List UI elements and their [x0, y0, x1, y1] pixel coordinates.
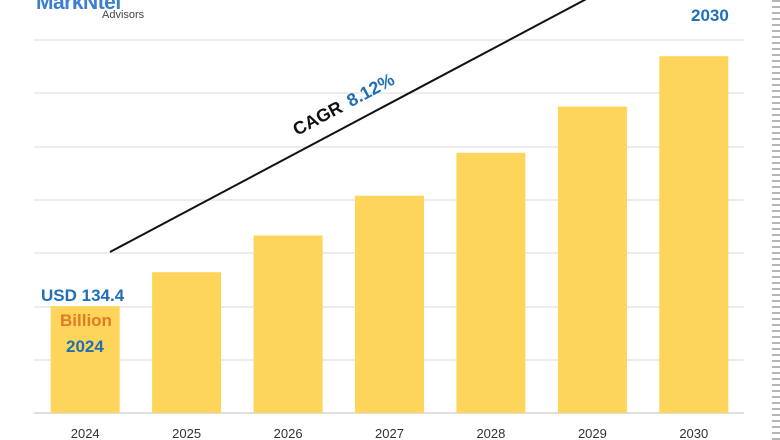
- logo-name: MarkNtel: [36, 0, 121, 14]
- x-tick-2027: 2027: [375, 426, 404, 440]
- bar-2026: [253, 235, 323, 413]
- bars: [50, 56, 729, 414]
- x-tick-2025: 2025: [172, 426, 201, 440]
- x-tick-labels: 2024 2025 2026 2027 2028 2029 2030: [71, 426, 709, 440]
- marknTel-logo: MarkNtel Advisors: [36, 0, 176, 28]
- bar-2027: [355, 195, 424, 413]
- bar-2029: [557, 106, 627, 413]
- end-year-label: 2030: [691, 6, 729, 25]
- cagr-text: CAGR: [289, 97, 345, 140]
- start-year-label: 2024: [66, 337, 104, 356]
- x-tick-2024: 2024: [71, 426, 100, 440]
- logo-subtitle: Advisors: [102, 9, 145, 21]
- cagr-trend-line: [109, 0, 587, 253]
- bar-2024: [50, 306, 120, 413]
- x-tick-2029: 2029: [578, 426, 607, 440]
- start-value-label: USD 134.4: [41, 286, 125, 305]
- x-tick-2030: 2030: [679, 426, 708, 440]
- x-tick-2028: 2028: [476, 426, 505, 440]
- bar-2025: [152, 272, 222, 413]
- right-edge-artifact: [772, 0, 780, 440]
- start-unit-label: Billion: [60, 311, 112, 330]
- x-tick-2026: 2026: [274, 426, 303, 440]
- bar-2030: [659, 56, 729, 413]
- cagr-value: 8.12%: [343, 69, 397, 111]
- bar-2028: [456, 152, 526, 414]
